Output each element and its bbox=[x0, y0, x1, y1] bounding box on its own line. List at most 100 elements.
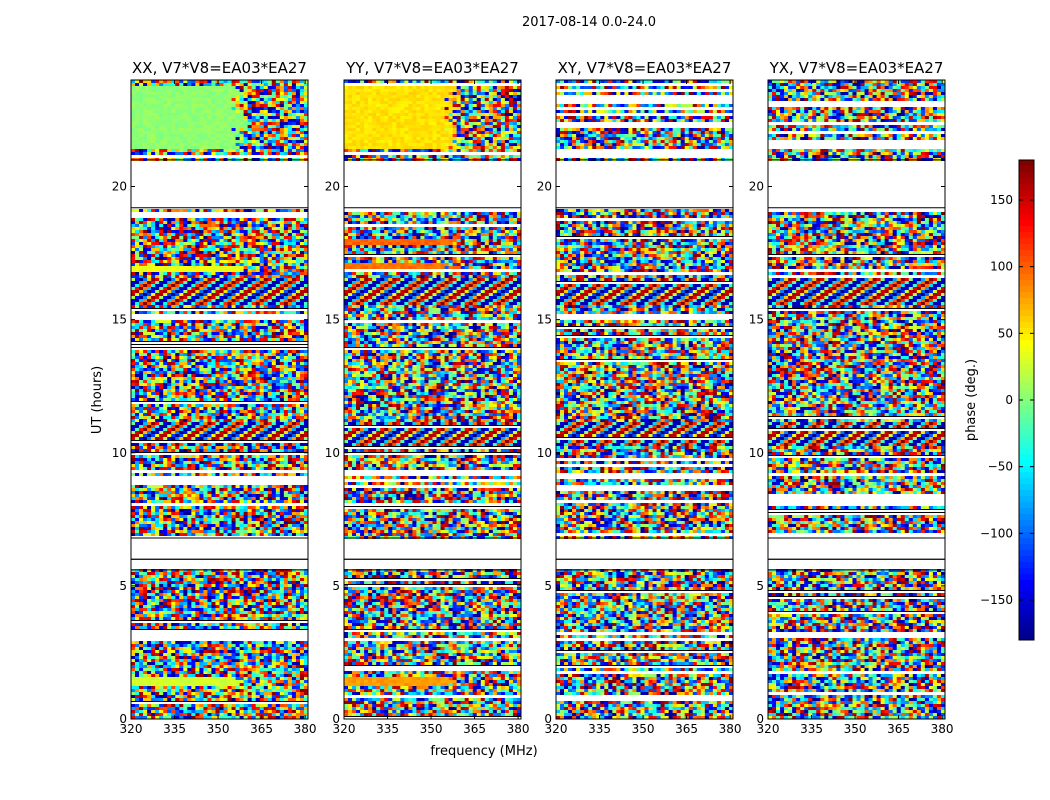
heatmap-cell bbox=[195, 218, 199, 221]
heatmap-cell bbox=[139, 473, 143, 476]
heatmap-cell bbox=[131, 386, 135, 389]
heatmap-cell bbox=[183, 95, 187, 98]
heatmap-cell bbox=[183, 350, 187, 353]
heatmap-cell bbox=[284, 83, 288, 86]
heatmap-cell bbox=[207, 425, 211, 428]
heatmap-cell bbox=[207, 419, 211, 422]
heatmap-cell bbox=[224, 290, 228, 293]
heatmap-cell bbox=[139, 275, 143, 278]
heatmap-cell bbox=[167, 281, 171, 284]
heatmap-cell bbox=[220, 137, 224, 140]
heatmap-cell bbox=[179, 110, 183, 113]
heatmap-cell bbox=[151, 245, 155, 248]
heatmap-cell bbox=[252, 224, 256, 227]
heatmap-cell bbox=[159, 281, 163, 284]
heatmap-cell bbox=[272, 233, 276, 236]
heatmap-cell bbox=[300, 428, 304, 431]
heatmap-cell bbox=[252, 104, 256, 107]
heatmap-cell bbox=[264, 95, 268, 98]
heatmap-cell bbox=[175, 494, 179, 497]
heatmap-cell bbox=[228, 464, 232, 467]
heatmap-cell bbox=[264, 320, 268, 323]
heatmap-cell bbox=[268, 362, 272, 365]
heatmap-cell bbox=[272, 467, 276, 470]
heatmap-cell bbox=[256, 116, 260, 119]
heatmap-cell bbox=[232, 221, 236, 224]
heatmap-cell bbox=[260, 137, 264, 140]
heatmap-cell bbox=[175, 146, 179, 149]
heatmap-cell bbox=[199, 221, 203, 224]
heatmap-cell bbox=[159, 98, 163, 101]
heatmap-cell bbox=[195, 380, 199, 383]
heatmap-cell bbox=[284, 374, 288, 377]
heatmap-cell bbox=[260, 242, 264, 245]
heatmap-cell bbox=[175, 272, 179, 275]
heatmap-cell bbox=[224, 137, 228, 140]
heatmap-cell bbox=[179, 320, 183, 323]
heatmap-cell bbox=[224, 146, 228, 149]
heatmap-cell bbox=[296, 467, 300, 470]
heatmap-cell bbox=[175, 350, 179, 353]
heatmap-cell bbox=[292, 425, 296, 428]
heatmap-cell bbox=[296, 287, 300, 290]
heatmap-cell bbox=[175, 107, 179, 110]
heatmap-cell bbox=[252, 137, 256, 140]
heatmap-cell bbox=[215, 299, 219, 302]
heatmap-cell bbox=[244, 368, 248, 371]
heatmap-cell bbox=[232, 83, 236, 86]
heatmap-cell bbox=[228, 209, 232, 212]
heatmap-cell bbox=[284, 434, 288, 437]
heatmap-cell bbox=[147, 518, 151, 521]
heatmap-cell bbox=[300, 332, 304, 335]
heatmap-cell bbox=[300, 305, 304, 308]
heatmap-cell bbox=[264, 311, 268, 314]
heatmap-cell bbox=[272, 356, 276, 359]
heatmap-cell bbox=[284, 227, 288, 230]
heatmap-cell bbox=[236, 362, 240, 365]
heatmap-cell bbox=[276, 515, 280, 518]
heatmap-cell bbox=[167, 332, 171, 335]
heatmap-cell bbox=[252, 299, 256, 302]
heatmap-cell bbox=[280, 500, 284, 503]
heatmap-cell bbox=[139, 302, 143, 305]
heatmap-cell bbox=[187, 134, 191, 137]
heatmap-cell bbox=[276, 299, 280, 302]
heatmap-cell bbox=[163, 290, 167, 293]
heatmap-cell bbox=[284, 335, 288, 338]
heatmap-cell bbox=[248, 266, 252, 269]
heatmap-cell bbox=[135, 467, 139, 470]
heatmap-cell bbox=[272, 335, 276, 338]
heatmap-cell bbox=[284, 128, 288, 131]
heatmap-cell bbox=[240, 242, 244, 245]
heatmap-cell bbox=[268, 491, 272, 494]
heatmap-cell bbox=[167, 146, 171, 149]
heatmap-cell bbox=[143, 395, 147, 398]
heatmap-cell bbox=[147, 209, 151, 212]
heatmap-cell bbox=[163, 302, 167, 305]
heatmap-cell bbox=[296, 449, 300, 452]
heatmap-cell bbox=[199, 362, 203, 365]
heatmap-cell bbox=[244, 269, 248, 272]
heatmap-cell bbox=[183, 305, 187, 308]
heatmap-cell bbox=[220, 383, 224, 386]
heatmap-cell bbox=[236, 335, 240, 338]
heatmap-cell bbox=[276, 371, 280, 374]
heatmap-cell bbox=[211, 323, 215, 326]
heatmap-cell bbox=[215, 131, 219, 134]
heatmap-cell bbox=[236, 509, 240, 512]
heatmap-cell bbox=[228, 305, 232, 308]
heatmap-cell bbox=[284, 218, 288, 221]
heatmap-cell bbox=[272, 512, 276, 515]
heatmap-cell bbox=[139, 518, 143, 521]
heatmap-cell bbox=[256, 425, 260, 428]
heatmap-cell bbox=[211, 221, 215, 224]
heatmap-cell bbox=[199, 326, 203, 329]
heatmap-cell bbox=[256, 125, 260, 128]
heatmap-cell bbox=[264, 323, 268, 326]
heatmap-cell bbox=[163, 224, 167, 227]
heatmap-cell bbox=[256, 275, 260, 278]
heatmap-cell bbox=[252, 488, 256, 491]
heatmap-cell bbox=[167, 455, 171, 458]
heatmap-cell bbox=[260, 113, 264, 116]
heatmap-cell bbox=[175, 437, 179, 440]
